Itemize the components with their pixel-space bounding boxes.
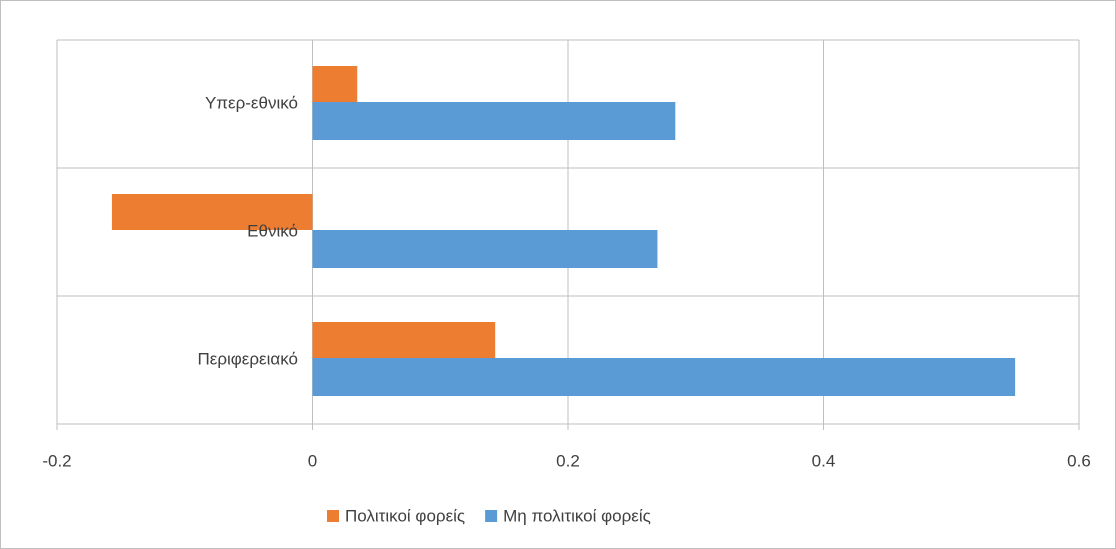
category-label: Εθνικό [247,221,298,240]
x-tick-label: 0.2 [556,451,580,470]
bar [312,358,1016,396]
bar [312,102,676,140]
bar [111,194,313,230]
category-label: Υπερ-εθνικό [205,93,298,112]
legend-label: Πολιτικοί φορείς [345,506,465,525]
legend-label: Μη πολιτικοί φορείς [503,506,651,525]
category-label: Περιφερειακό [197,349,298,368]
x-tick-label: 0.6 [1067,451,1091,470]
bar [312,66,358,102]
x-tick-label: -0.2 [42,451,71,470]
x-tick-label: 0 [308,451,317,470]
bar [312,322,496,358]
legend-swatch [485,510,498,522]
legend-swatch [327,510,339,522]
bar [312,230,658,268]
x-tick-label: 0.4 [812,451,836,470]
